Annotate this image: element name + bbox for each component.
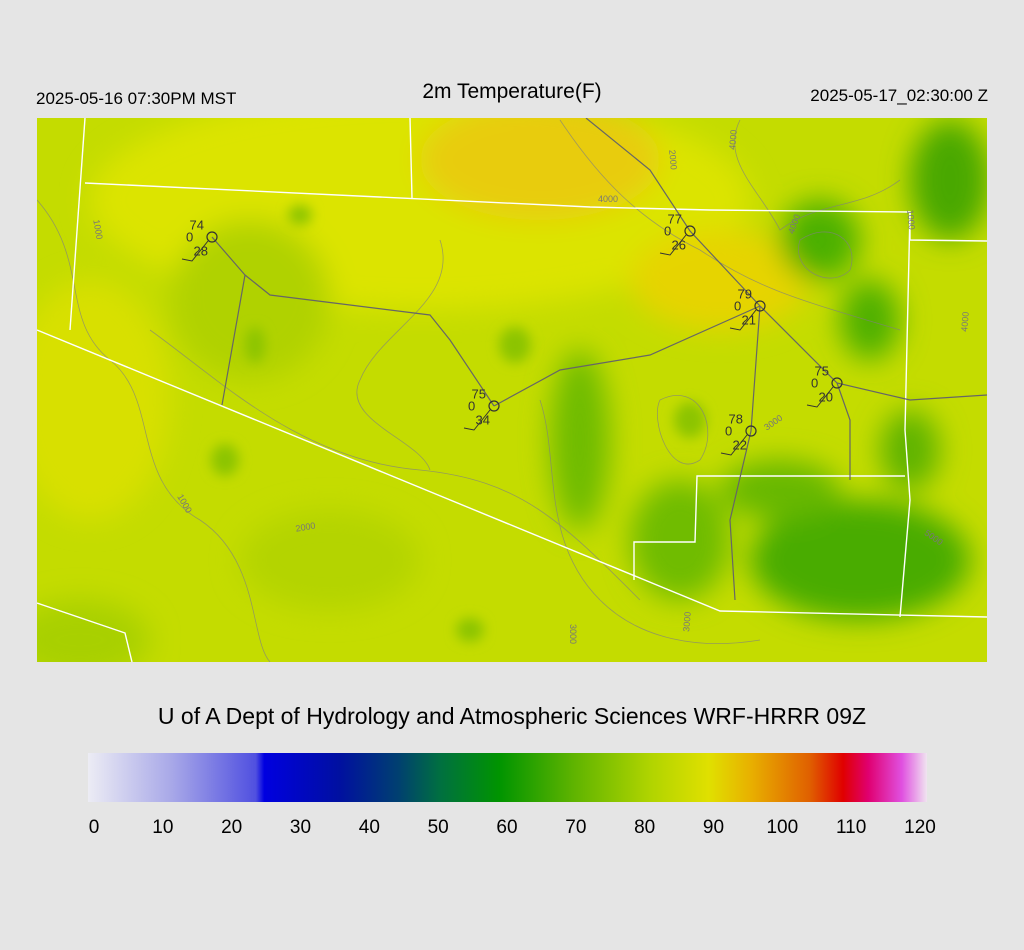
station-temperature: 78 <box>729 411 743 426</box>
contour-label: 3000 <box>568 624 578 644</box>
wind-barb <box>720 434 748 456</box>
station-marker <box>206 231 218 243</box>
contour-label: 4000 <box>959 311 971 332</box>
station-dewpoint: 34 <box>476 412 490 427</box>
station-wind: 0 <box>725 423 732 438</box>
station-marker <box>754 300 766 312</box>
station-dewpoint: 22 <box>733 437 747 452</box>
station-temperature: 77 <box>668 211 682 226</box>
colorbar-tick-label: 10 <box>152 817 173 838</box>
wind-barb <box>806 386 834 408</box>
station-marker <box>488 400 500 412</box>
station-marker <box>831 377 843 389</box>
colorbar-tick-label: 70 <box>565 817 586 838</box>
contour-label: 2000 <box>295 520 316 533</box>
colorbar-tick-label: 60 <box>496 817 517 838</box>
colorbar <box>88 753 927 802</box>
contour-label: 1000 <box>905 209 917 230</box>
map: 1000100020002000300030003000400040004000… <box>37 118 987 662</box>
colorbar-tick-label: 90 <box>703 817 724 838</box>
wind-barb <box>463 409 491 431</box>
colorbar-tick-label: 120 <box>904 817 936 838</box>
station-marker <box>745 425 757 437</box>
station-temperature: 75 <box>815 363 829 378</box>
map-title: 2m Temperature(F) <box>422 80 601 103</box>
colorbar-tick-label: 30 <box>290 817 311 838</box>
colorbar-tick-label: 50 <box>428 817 449 838</box>
station-dewpoint: 26 <box>672 237 686 252</box>
valid-local-time: 2025-05-16 07:30PM MST <box>36 89 236 108</box>
station-temperature: 74 <box>190 217 204 232</box>
station-dewpoint: 28 <box>194 243 208 258</box>
station-wind: 0 <box>468 398 475 413</box>
colorbar-tick-label: 0 <box>89 817 100 838</box>
station-temperature: 75 <box>472 386 486 401</box>
wind-barb <box>729 309 757 331</box>
contour-label: 4000 <box>598 194 618 204</box>
contour-label: 1000 <box>91 219 104 240</box>
station-wind: 0 <box>734 298 741 313</box>
footer-credit: U of A Dept of Hydrology and Atmospheric… <box>158 703 866 729</box>
station-wind: 0 <box>186 229 193 244</box>
station-dewpoint: 20 <box>819 389 833 404</box>
valid-utc-time: 2025-05-17_02:30:00 Z <box>810 86 988 105</box>
contour-label: 4000 <box>727 129 739 150</box>
station-wind: 0 <box>811 375 818 390</box>
colorbar-tick-label: 110 <box>836 817 866 838</box>
station-dewpoint: 21 <box>742 312 756 327</box>
colorbar-tick-label: 100 <box>766 817 798 838</box>
wind-barb <box>659 234 687 256</box>
station-marker <box>684 225 696 237</box>
colorbar-tick-label: 20 <box>221 817 242 838</box>
station-wind: 0 <box>664 223 671 238</box>
wind-barb <box>181 240 209 262</box>
colorbar-tick-label: 80 <box>634 817 655 838</box>
contour-label: 2000 <box>667 149 679 170</box>
colorbar-tick-label: 40 <box>359 817 380 838</box>
contour-label: 3000 <box>681 611 693 632</box>
station-temperature: 79 <box>738 286 752 301</box>
